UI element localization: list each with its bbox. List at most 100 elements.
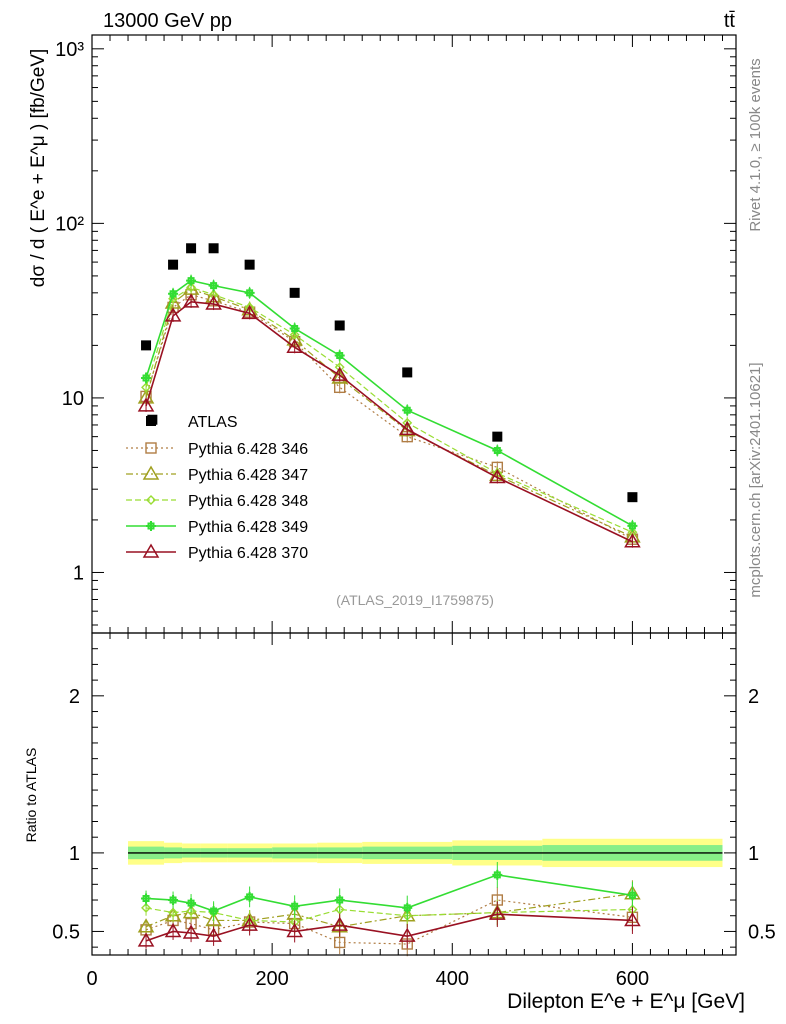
ratio-marker-3 bbox=[402, 902, 413, 913]
ratio-marker-4 bbox=[241, 916, 258, 931]
ratio-marker-3 bbox=[141, 893, 152, 904]
ratio-marker-4 bbox=[205, 927, 222, 942]
series-line-0 bbox=[145, 294, 633, 540]
ratio-marker-4 bbox=[137, 932, 155, 947]
ratio-tick-label-left: 1 bbox=[69, 843, 80, 865]
ratio-marker-3 bbox=[168, 895, 179, 906]
ratio-tick-label-right: 2 bbox=[748, 686, 759, 708]
main-ylabel: dσ / d ( E^e + E^μ ) [fb/GeV] bbox=[28, 49, 49, 288]
ratio-marker-3 bbox=[334, 895, 345, 906]
ratio-marker-2 bbox=[186, 906, 197, 917]
ratio-marker-4 bbox=[182, 924, 200, 939]
ratio-marker-4 bbox=[398, 927, 416, 942]
ratio-tick-label-left: 2 bbox=[69, 686, 80, 708]
ratio-ylabel: Ratio to ATLAS bbox=[23, 748, 39, 843]
data-point bbox=[141, 340, 152, 351]
main-frame bbox=[91, 34, 737, 634]
ratio-tick-label-left: 0.5 bbox=[52, 921, 80, 943]
legend-marker-data bbox=[146, 416, 156, 426]
series-marker-4 bbox=[624, 533, 641, 548]
series-marker-3 bbox=[244, 287, 255, 298]
analysis-id: (ATLAS_2019_I1759875) bbox=[336, 592, 494, 608]
series-marker-4 bbox=[286, 338, 303, 354]
series-marker-3 bbox=[208, 280, 219, 291]
ratio-line-1 bbox=[145, 893, 633, 928]
series-marker-2 bbox=[186, 282, 197, 293]
legend-marker-2 bbox=[146, 495, 156, 505]
x-axis-label: Dilepton E^e + E^μ [GeV] bbox=[507, 990, 745, 1013]
legend-label-2: Pythia 6.428 348 bbox=[188, 493, 308, 510]
data-point bbox=[334, 320, 345, 331]
series-marker-4 bbox=[398, 420, 416, 436]
series-marker-3 bbox=[289, 323, 300, 334]
legend-entry: ATLAS bbox=[188, 414, 238, 431]
series-marker-4 bbox=[182, 293, 200, 308]
ratio-line-2 bbox=[145, 907, 633, 923]
side-label-top: Rivet 4.1.0, ≥ 100k events bbox=[747, 58, 764, 231]
legend-marker-0 bbox=[145, 442, 157, 454]
data-point bbox=[244, 259, 255, 270]
legend: ATLAS Pythia 6.428 346 Pythia 6.428 347 … bbox=[126, 414, 308, 562]
series-marker-3 bbox=[334, 350, 345, 361]
ratio-tick-label-right: 1 bbox=[748, 843, 759, 865]
series-line-2 bbox=[145, 286, 633, 533]
ratio-marker-4 bbox=[164, 922, 182, 938]
ratio-marker-2 bbox=[334, 904, 345, 915]
ratio-marker-4 bbox=[286, 922, 303, 938]
data-point bbox=[289, 287, 300, 298]
data-point bbox=[186, 243, 197, 254]
legend-marker-1 bbox=[142, 465, 160, 480]
header-right: tt̄ bbox=[724, 10, 736, 32]
series-marker-2 bbox=[168, 293, 179, 304]
x-tick-label: 200 bbox=[255, 968, 288, 990]
legend-marker-4 bbox=[142, 543, 160, 558]
ratio-marker-3 bbox=[492, 869, 503, 880]
legend-marker-3 bbox=[146, 521, 156, 531]
x-tick-label: 400 bbox=[436, 968, 469, 990]
series-marker-4 bbox=[331, 366, 348, 381]
y-tick-label: 10² bbox=[55, 213, 84, 235]
ratio-marker-3 bbox=[208, 906, 219, 917]
data-point bbox=[168, 259, 179, 270]
series-marker-2 bbox=[141, 382, 152, 393]
ratio-line-3 bbox=[145, 874, 633, 912]
ratio-line-4 bbox=[145, 913, 633, 942]
y-tick-label: 10 bbox=[62, 388, 84, 410]
legend-label-4: Pythia 6.428 370 bbox=[188, 545, 308, 562]
ratio-marker-2 bbox=[141, 902, 152, 913]
legend-label-1: Pythia 6.428 347 bbox=[188, 467, 308, 484]
series-line-1 bbox=[145, 288, 633, 538]
header-left: 13000 GeV pp bbox=[103, 10, 232, 32]
ratio-frame bbox=[91, 632, 737, 956]
series-marker-3 bbox=[627, 520, 638, 531]
ratio-marker-3 bbox=[289, 901, 300, 912]
ratio-marker-3 bbox=[244, 891, 255, 902]
y-tick-label: 1 bbox=[73, 562, 84, 584]
series-marker-4 bbox=[241, 304, 258, 320]
legend-label-3: Pythia 6.428 349 bbox=[188, 519, 308, 536]
series-marker-3 bbox=[186, 275, 197, 286]
series-line-3 bbox=[145, 279, 633, 527]
series-marker-3 bbox=[402, 405, 413, 416]
ratio-marker-2 bbox=[168, 907, 179, 918]
series-marker-4 bbox=[205, 295, 222, 310]
side-label-bottom: mcplots.cern.ch [arXiv:2401.10621] bbox=[747, 362, 764, 597]
ratio-tick-label-right: 0.5 bbox=[748, 921, 776, 943]
series-marker-4 bbox=[489, 469, 506, 484]
series-marker-3 bbox=[492, 445, 503, 456]
series-marker-4 bbox=[164, 307, 182, 322]
x-tick-label: 600 bbox=[616, 968, 649, 990]
series-marker-2 bbox=[289, 329, 300, 340]
legend-label-data: ATLAS bbox=[188, 414, 238, 431]
ratio-marker-4 bbox=[489, 905, 506, 920]
ratio-marker-3 bbox=[186, 898, 197, 909]
data-point bbox=[402, 367, 413, 378]
series-line-4 bbox=[145, 301, 633, 543]
data-point bbox=[208, 243, 219, 254]
ratio-marker-4 bbox=[624, 911, 641, 927]
ratio-marker-1 bbox=[205, 911, 222, 927]
series-marker-4 bbox=[137, 397, 155, 412]
x-tick-label: 0 bbox=[86, 968, 97, 990]
data-point bbox=[492, 431, 503, 442]
